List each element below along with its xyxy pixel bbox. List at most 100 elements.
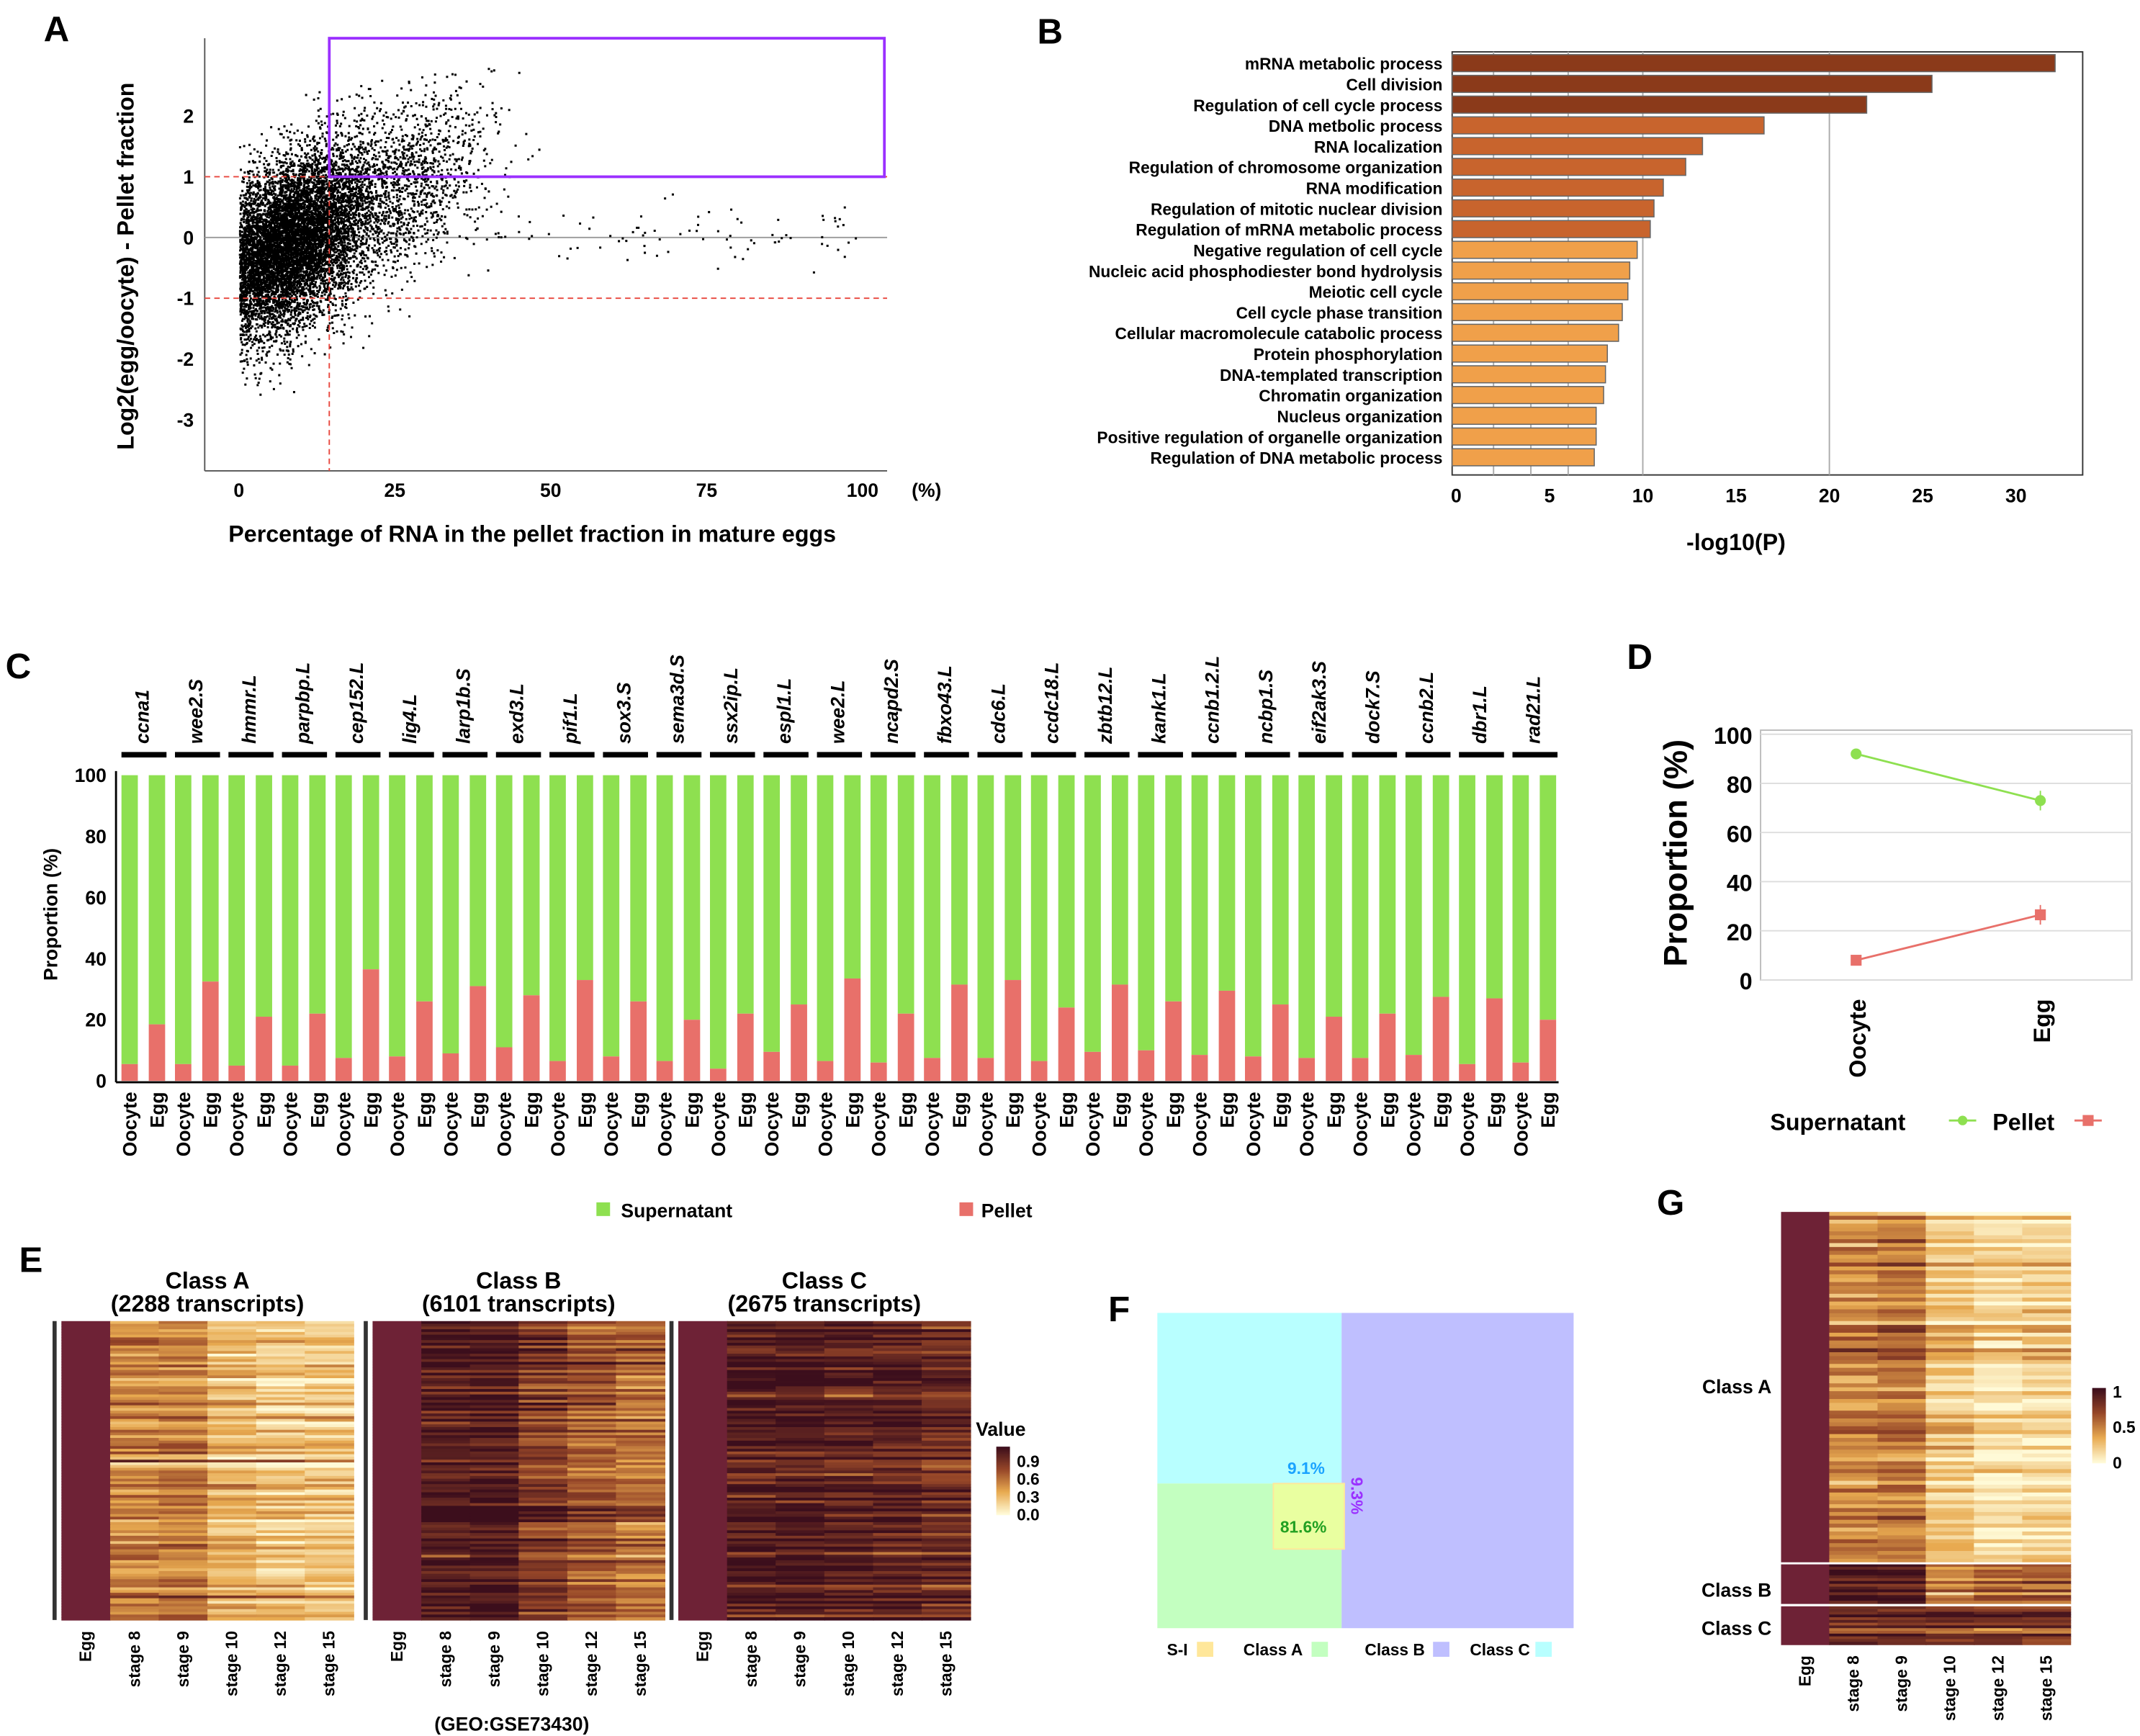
heatmap-cell	[469, 1359, 520, 1363]
x-axis-label: -log10(P)	[1686, 529, 1786, 555]
category-label: Chromatin organization	[1259, 387, 1442, 405]
heatmap-cell	[873, 1511, 923, 1515]
heatmap-cell	[109, 1606, 160, 1610]
heatmap-cell	[1781, 1259, 1830, 1264]
supernatant-bar	[977, 775, 994, 1058]
heatmap-cell	[1974, 1348, 2023, 1353]
heatmap-cell	[469, 1484, 520, 1488]
colorbar-segment	[996, 1509, 1010, 1511]
supernatant-bar	[1165, 775, 1182, 1002]
heatmap-cell	[518, 1486, 568, 1490]
heatmap-cell	[921, 1590, 971, 1593]
heatmap-cell	[372, 1473, 423, 1477]
heatmap-cell	[616, 1362, 666, 1365]
heatmap-cell	[616, 1378, 666, 1382]
sample-label: Oocyte	[1457, 1092, 1478, 1156]
sample-label: Oocyte	[655, 1092, 676, 1156]
heatmap-cell	[824, 1508, 874, 1512]
heatmap-cell	[61, 1362, 111, 1365]
heatmap-cell	[775, 1530, 825, 1534]
heatmap-cell	[1877, 1430, 1927, 1435]
heatmap-cell	[921, 1362, 971, 1365]
heatmap-cell	[727, 1454, 777, 1458]
heatmap-cell	[61, 1579, 111, 1583]
heatmap-cell	[678, 1334, 728, 1339]
heatmap-cell	[678, 1348, 728, 1352]
sample-label: Egg	[842, 1092, 863, 1128]
y-tick-label: -3	[177, 409, 194, 431]
heatmap-cell	[305, 1356, 354, 1360]
heatmap-cell	[305, 1511, 354, 1515]
colorbar-segment	[996, 1496, 1010, 1498]
heatmap-cell	[2022, 1527, 2072, 1532]
heatmap-cell	[1974, 1575, 2023, 1579]
heatmap-cell	[1925, 1325, 1975, 1330]
heatmap-cell	[61, 1408, 111, 1412]
heatmap-cell	[518, 1598, 568, 1602]
heatmap-cell	[1925, 1340, 1975, 1345]
heatmap-cell	[873, 1573, 923, 1578]
colorbar-segment	[2092, 1452, 2106, 1454]
heatmap-cell	[775, 1416, 825, 1420]
heatmap-cell	[1974, 1383, 2023, 1388]
heatmap-cell	[372, 1462, 423, 1466]
heatmap-cell	[158, 1590, 209, 1593]
heatmap-cell	[1877, 1422, 1927, 1427]
heatmap-cell	[775, 1400, 825, 1403]
heatmap-cell	[1829, 1266, 1879, 1272]
heatmap-cell	[1829, 1243, 1879, 1248]
heatmap-cell	[207, 1372, 257, 1377]
colorbar-segment	[996, 1480, 1010, 1483]
heatmap-cell	[1829, 1461, 1879, 1466]
sample-label: Egg	[146, 1092, 168, 1128]
y-tick-label: 0	[96, 1071, 107, 1092]
pellet-bar	[897, 1013, 914, 1081]
heatmap-cell	[1781, 1344, 1830, 1349]
gene-label: espl1.L	[773, 678, 795, 744]
heatmap-cell	[518, 1568, 568, 1572]
heatmap-cell	[372, 1544, 423, 1547]
heatmap-cell	[1781, 1572, 1830, 1576]
category-label: Cellular macromolecule catabolic process	[1115, 324, 1443, 343]
x-tick-label: 30	[2005, 485, 2027, 507]
heatmap-cell	[727, 1367, 777, 1371]
heatmap-cell	[1974, 1438, 2023, 1443]
heatmap-cell	[1974, 1564, 2023, 1568]
heatmap-cell	[567, 1535, 617, 1539]
supernatant-bar	[495, 775, 513, 1048]
heatmap-cell	[2022, 1403, 2072, 1408]
heatmap-cell	[256, 1424, 306, 1428]
heatmap-cell	[1925, 1219, 1975, 1225]
heatmap-cell	[109, 1362, 160, 1365]
heatmap-cell	[567, 1394, 617, 1398]
heatmap-cell	[873, 1424, 923, 1428]
heatmap-cell	[1829, 1592, 1879, 1596]
heatmap-cell	[158, 1416, 209, 1420]
heatmap-cell	[305, 1348, 354, 1352]
heatmap-cell	[873, 1340, 923, 1344]
heatmap-cell	[921, 1570, 971, 1575]
pellet-bar	[1111, 984, 1128, 1081]
heatmap-cell	[873, 1416, 923, 1420]
heatmap-cell	[824, 1582, 874, 1586]
heatmap-cell	[421, 1576, 471, 1580]
heatmap-cell	[207, 1590, 257, 1593]
sample-label: Oocyte	[226, 1092, 248, 1156]
colorbar-segment	[2092, 1407, 2106, 1409]
heatmap-cell	[372, 1604, 423, 1607]
heatmap-cell	[421, 1590, 471, 1593]
heatmap-cell	[61, 1351, 111, 1354]
heatmap-cell	[873, 1582, 923, 1586]
heatmap-cell	[616, 1484, 666, 1488]
heatmap-cell	[567, 1486, 617, 1490]
heatmap-cell	[1781, 1488, 1830, 1493]
heatmap-cell	[469, 1467, 520, 1472]
heatmap-cell	[727, 1557, 777, 1561]
x-tick-label: 0	[233, 480, 244, 501]
sample-label: Oocyte	[975, 1092, 997, 1156]
heatmap-cell	[616, 1435, 666, 1439]
heatmap-cell	[873, 1593, 923, 1596]
heatmap-cell	[824, 1462, 874, 1466]
heatmap-cell	[616, 1557, 666, 1561]
heatmap-cell	[921, 1500, 971, 1504]
